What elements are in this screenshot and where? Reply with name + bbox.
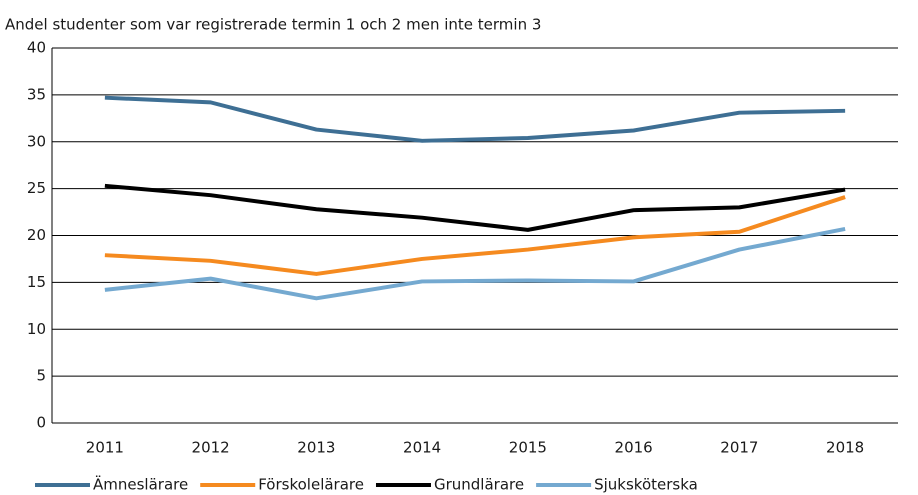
x-tick-label: 2015: [509, 439, 547, 457]
y-tick-label: 30: [27, 132, 46, 150]
y-tick-label: 15: [27, 273, 46, 291]
y-tick-label: 0: [36, 414, 46, 432]
y-tick-label: 10: [27, 320, 46, 338]
y-tick-label: 25: [27, 179, 46, 197]
x-tick-label: 2013: [297, 439, 335, 457]
y-tick-label: 35: [27, 85, 46, 103]
chart-title: Andel studenter som var registrerade ter…: [5, 16, 541, 34]
series-line: [104, 226, 846, 301]
series-line: [104, 195, 846, 276]
series-line: [104, 183, 846, 232]
x-tick-label: 2017: [720, 439, 758, 457]
y-tick-label: 40: [27, 39, 46, 57]
series-line: [104, 95, 846, 143]
legend-label: Förskolelärare: [258, 476, 364, 494]
x-tick-label: 2011: [86, 439, 124, 457]
y-tick-label: 20: [27, 226, 46, 244]
y-tick-label: 5: [36, 367, 46, 385]
legend-label: Ämneslärare: [93, 475, 188, 494]
x-tick-label: 2012: [192, 439, 230, 457]
legend-label: Grundlärare: [434, 476, 524, 494]
x-tick-label: 2014: [403, 439, 441, 457]
legend-label: Sjuksköterska: [594, 476, 698, 494]
x-tick-label: 2018: [826, 439, 864, 457]
x-tick-label: 2016: [615, 439, 653, 457]
